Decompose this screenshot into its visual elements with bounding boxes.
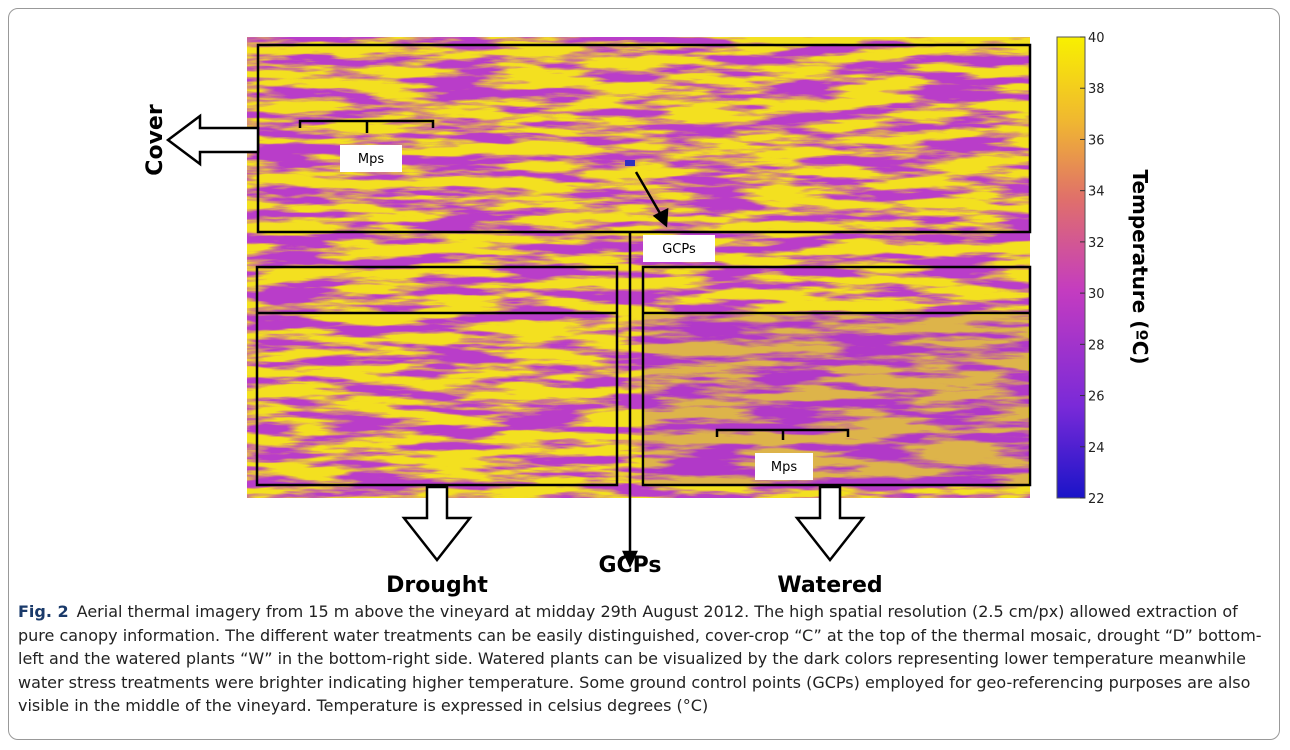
- tick-label: 36: [1088, 133, 1105, 148]
- tick-label: 30: [1088, 287, 1105, 302]
- watered-label: Watered: [777, 573, 882, 598]
- mps-label: Mps: [358, 152, 384, 167]
- tick-label: 32: [1088, 236, 1105, 251]
- caption-text: Aerial thermal imagery from 15 m above t…: [18, 602, 1262, 715]
- gcps-label: GCPs: [662, 242, 696, 257]
- annotations: [165, 43, 1032, 568]
- tick-label: 28: [1088, 338, 1105, 353]
- label-boxes: Mps GCPs Mps: [340, 145, 813, 480]
- tick-label: 40: [1088, 31, 1105, 46]
- tick-label: 22: [1088, 492, 1105, 507]
- colorbar: [1056, 36, 1086, 499]
- mps-label: Mps: [771, 460, 797, 475]
- cover-label: Cover: [143, 104, 168, 176]
- tick-label: 26: [1088, 390, 1105, 405]
- gcps-label: GCPs: [598, 553, 661, 578]
- tick-label: 38: [1088, 82, 1105, 97]
- figure: Mps GCPs Mps Cover Drought GCPs Watered …: [143, 31, 1152, 598]
- caption: Fig. 2 Aerial thermal imagery from 15 m a…: [18, 600, 1268, 718]
- drought-label: Drought: [386, 573, 488, 598]
- tick-label: 24: [1088, 441, 1105, 456]
- colorbar-title: Temperature (ºC): [1128, 169, 1152, 364]
- tick-label: 34: [1088, 185, 1105, 200]
- thermal-image: [247, 37, 1030, 498]
- colorbar-ticks: 22 24 26 28 30 32 34 36 38 40: [1080, 31, 1105, 507]
- caption-label: Fig. 2: [18, 602, 69, 621]
- figure-frame: [8, 8, 1280, 740]
